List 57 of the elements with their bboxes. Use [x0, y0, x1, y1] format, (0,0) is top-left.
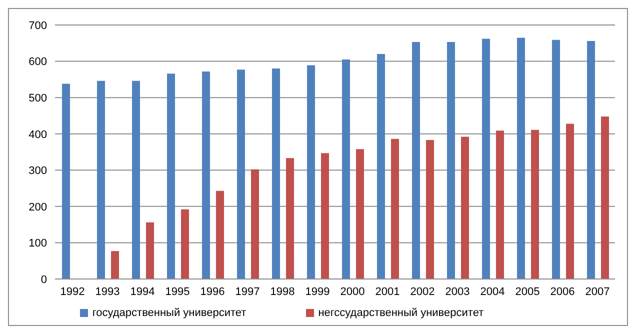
- bar: [552, 40, 560, 279]
- bar: [426, 140, 434, 279]
- x-tick-label: 2005: [515, 286, 540, 298]
- bar: [412, 42, 420, 279]
- bar: [286, 158, 294, 279]
- y-tick-label: 500: [28, 92, 47, 104]
- bar: [272, 68, 280, 279]
- x-tick-label: 2004: [480, 286, 505, 298]
- x-tick-label: 2006: [550, 286, 575, 298]
- bar: [377, 54, 385, 279]
- bar: [342, 59, 350, 279]
- bar: [531, 130, 539, 279]
- bar: [461, 136, 469, 279]
- bar: [587, 40, 595, 279]
- x-tick-label: 2003: [445, 286, 470, 298]
- bar: [181, 209, 189, 279]
- x-tick-label: 1997: [235, 286, 260, 298]
- x-tick-label: 2000: [340, 286, 365, 298]
- bar: [307, 65, 315, 279]
- x-tick-label: 1992: [60, 286, 85, 298]
- y-tick-label: 600: [28, 56, 47, 68]
- bar: [496, 130, 504, 279]
- bar: [62, 84, 70, 279]
- y-tick-label: 200: [28, 201, 47, 214]
- bar: [601, 116, 609, 279]
- x-tick-label: 1995: [165, 286, 190, 298]
- bar: [111, 251, 119, 279]
- bar: [97, 80, 105, 279]
- bar: [132, 80, 140, 279]
- y-tick-label: 100: [28, 238, 47, 250]
- x-tick-label: 1998: [270, 286, 295, 298]
- bar: [237, 70, 245, 279]
- bar: [566, 124, 574, 279]
- bar: [202, 71, 210, 279]
- bar: [356, 149, 364, 279]
- x-tick-label: 1996: [200, 286, 225, 298]
- bar: [321, 153, 329, 279]
- bar: [482, 38, 490, 279]
- bar: [447, 42, 455, 279]
- x-tick-label: 1993: [95, 286, 120, 298]
- y-tick-label: 300: [28, 165, 47, 178]
- legend-label: государственный университет: [92, 307, 246, 319]
- x-tick-label: 2001: [375, 286, 400, 298]
- y-tick-label: 0: [40, 274, 47, 286]
- y-tick-label: 400: [28, 128, 47, 141]
- bar: [517, 38, 525, 279]
- bar: [391, 138, 399, 279]
- bar: [216, 190, 224, 279]
- y-tick-label: 700: [28, 20, 47, 32]
- legend-label: негссударственный университет: [318, 307, 484, 319]
- bar: [251, 169, 259, 279]
- bar: [146, 222, 154, 279]
- bar: [167, 74, 175, 279]
- x-tick-label: 2007: [585, 286, 610, 298]
- x-tick-label: 1994: [130, 286, 155, 298]
- x-tick-label: 2002: [410, 286, 435, 298]
- x-tick-label: 1999: [305, 286, 330, 298]
